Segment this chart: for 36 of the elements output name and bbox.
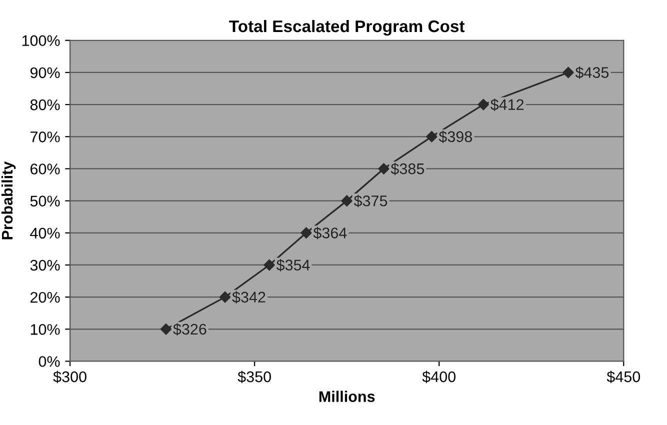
y-tick-label: 30% (30, 260, 60, 271)
x-tick-label: $350 (238, 370, 271, 384)
y-tick-label: 60% (30, 164, 60, 174)
x-tick-label: $450 (606, 370, 640, 384)
annotation: $435 (575, 66, 609, 79)
annotation: $326 (173, 323, 206, 336)
y-tick-label: 50% (30, 196, 60, 206)
y-tick-label: 100% (22, 35, 60, 46)
point (219, 291, 231, 303)
annotation: $412 (490, 98, 524, 111)
x-tick-label: $400 (422, 370, 456, 384)
chart-title: Total Escalated Program Cost (229, 20, 465, 36)
x-axis-title: Millions (319, 390, 375, 402)
y-tick-label: 70% (30, 132, 60, 142)
annotation: $385 (390, 162, 424, 176)
y-tick-label: 0% (38, 356, 60, 367)
x-tick-label: $300 (53, 370, 86, 384)
annotation: $342 (232, 291, 266, 304)
annotation: $354 (276, 259, 310, 272)
y-tick-label: 20% (30, 292, 60, 303)
point (478, 98, 490, 110)
point (341, 195, 352, 206)
y-tick-label: 40% (30, 228, 60, 239)
annotation: $375 (354, 194, 388, 208)
y-tick-label: 90% (30, 67, 60, 78)
y-tick-label: 80% (30, 99, 60, 110)
annotation: $364 (313, 226, 347, 240)
point (264, 259, 275, 271)
point (426, 131, 438, 142)
point (562, 66, 574, 78)
point (378, 163, 390, 174)
annotation: $398 (438, 130, 472, 144)
y-tick-label: 10% (30, 324, 60, 335)
point (300, 227, 312, 239)
y-axis-title: Probability (1, 161, 16, 240)
point (160, 324, 172, 335)
